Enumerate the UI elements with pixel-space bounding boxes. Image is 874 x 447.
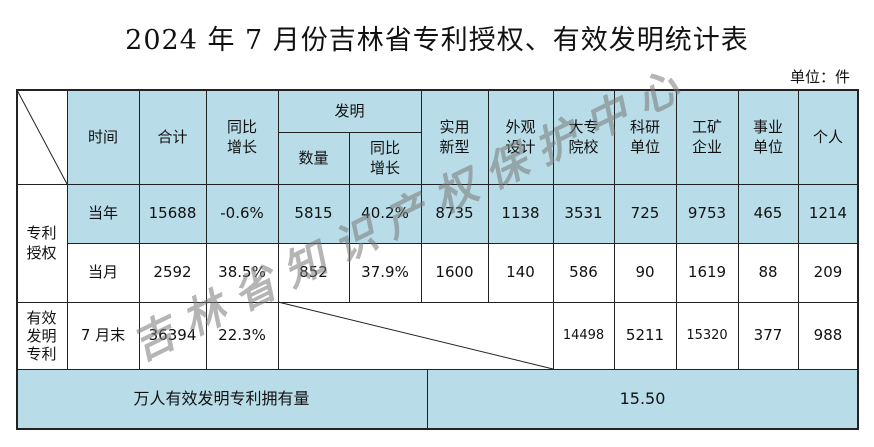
rule-top [16, 89, 859, 91]
header-invention-count: 数量 [298, 148, 329, 167]
month-invention-yoy: 37.9% [361, 263, 409, 282]
rule-col-5 [349, 132, 350, 302]
valid-individual: 988 [813, 326, 843, 345]
per-capita-value: 15.50 [619, 389, 666, 409]
year-utility: 8735 [435, 204, 474, 223]
rule-right [857, 89, 859, 430]
rule-col-7 [488, 89, 489, 302]
rule-col-9 [614, 89, 615, 369]
valid-universities: 14498 [562, 327, 605, 343]
month-design: 140 [506, 263, 535, 282]
rule-col-1 [67, 89, 68, 369]
header-time: 时间 [87, 127, 118, 146]
month-total: 2592 [153, 263, 192, 282]
valid-label: 有效 发明 专利 [26, 308, 57, 363]
grant-label: 专利 授权 [26, 223, 57, 262]
header-utility: 实用 新型 [439, 117, 470, 156]
rule-col-3 [206, 89, 207, 369]
rule-month-bottom [16, 302, 859, 303]
year-industrial: 9753 [687, 204, 727, 223]
header-invention-yoy: 同比 增长 [369, 138, 400, 177]
month-invention-count: 852 [299, 263, 328, 282]
valid-time: 7 月末 [80, 326, 126, 345]
header-individual: 个人 [812, 127, 843, 146]
month-yoy: 38.5% [218, 263, 266, 282]
blank-cell-diagonal [277, 301, 554, 370]
rule-header-bottom [16, 184, 859, 185]
year-time: 当年 [87, 204, 118, 223]
month-individual: 209 [813, 263, 843, 282]
month-universities: 586 [569, 263, 598, 282]
header-research: 科研 单位 [629, 117, 660, 156]
year-total: 15688 [148, 204, 197, 223]
header-design: 外观 设计 [505, 117, 536, 156]
header-invention: 发明 [334, 101, 365, 120]
month-research: 90 [635, 263, 655, 282]
year-row-fill [67, 184, 858, 243]
rule-col-12 [798, 89, 799, 369]
year-design: 1138 [501, 204, 540, 223]
rule-col-8 [553, 89, 554, 369]
rule-left [16, 89, 18, 430]
header-universities: 大专 院校 [568, 117, 599, 156]
valid-total: 36394 [148, 326, 197, 345]
year-invention-count: 5815 [294, 204, 333, 223]
month-public: 88 [758, 263, 778, 282]
valid-public: 377 [753, 326, 783, 345]
header-yoy: 同比 增长 [226, 117, 257, 156]
valid-research: 5211 [625, 326, 665, 345]
year-individual: 1214 [808, 204, 848, 223]
month-time: 当月 [87, 263, 118, 282]
header-corner-diagonal [16, 89, 68, 185]
month-industrial: 1619 [687, 263, 727, 282]
valid-yoy: 22.3% [218, 326, 266, 345]
year-invention-yoy: 40.2% [361, 204, 409, 223]
per-capita-row-fill [16, 369, 858, 429]
year-research: 725 [630, 204, 660, 223]
header-total: 合计 [157, 127, 188, 146]
header-fill [67, 90, 858, 184]
month-utility: 1600 [435, 263, 474, 282]
rule-col-11 [738, 89, 739, 369]
rule-year-bottom [67, 243, 859, 244]
year-yoy: -0.6% [220, 204, 264, 223]
rule-col-6 [421, 89, 422, 302]
header-industrial: 工矿 企业 [691, 117, 722, 156]
rule-valid-bottom [16, 369, 859, 370]
per-capita-label: 万人有效发明专利拥有量 [133, 389, 310, 409]
unit-label: 单位：件 [789, 68, 850, 86]
header-public: 事业 单位 [752, 117, 783, 156]
valid-industrial: 15320 [686, 327, 728, 343]
year-universities: 3531 [564, 204, 603, 223]
year-public: 465 [753, 204, 783, 223]
rule-bottom [16, 428, 859, 430]
rule-col-4 [278, 89, 279, 369]
page-title: 2024 年 7 月份吉林省专利授权、有效发明统计表 [125, 25, 749, 56]
rule-col-2 [139, 89, 140, 369]
rule-col-10 [676, 89, 677, 369]
rule-per-capita-split [427, 369, 428, 429]
